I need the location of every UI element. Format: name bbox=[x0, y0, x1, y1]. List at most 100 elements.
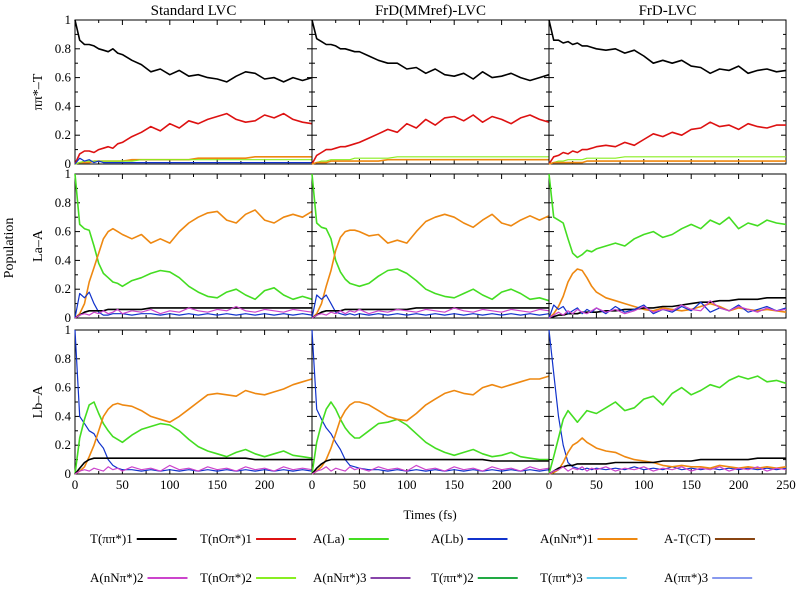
row-label: ππ*–T bbox=[31, 73, 46, 110]
series-line-Anp1 bbox=[311, 158, 549, 165]
legend-label: A(Lb) bbox=[431, 531, 464, 546]
x-tick-label: 0 bbox=[309, 477, 316, 492]
series-line-ALa bbox=[74, 173, 313, 301]
x-tick-label: 50 bbox=[116, 477, 129, 492]
y-tick-label: 0 bbox=[65, 156, 72, 171]
y-tick-label: 0 bbox=[65, 310, 72, 325]
column-title: FrD-LVC bbox=[639, 3, 697, 19]
panel-frame bbox=[74, 173, 313, 319]
x-tick-label: 200 bbox=[255, 477, 275, 492]
legend-label: A(ππ*)3 bbox=[664, 570, 708, 585]
legend-item-App3: A(ππ*)3 bbox=[664, 570, 753, 585]
panel-r2-c2 bbox=[548, 329, 787, 475]
series-line-Anp2 bbox=[74, 305, 313, 319]
legend-item-ALa: A(La) bbox=[313, 531, 389, 546]
legend-label: A(nNπ*)1 bbox=[540, 531, 594, 546]
series-line-ALb bbox=[74, 157, 312, 165]
series-line-Tpp1 bbox=[311, 307, 549, 319]
panel-r2-c0 bbox=[74, 329, 313, 475]
legend-label: A(nNπ*)3 bbox=[313, 570, 367, 585]
series-line-Tpp1 bbox=[311, 458, 549, 475]
column-title: Standard LVC bbox=[151, 3, 237, 19]
series-line-Anp2 bbox=[548, 466, 787, 475]
x-tick-label: 150 bbox=[681, 477, 701, 492]
series-line-ALa bbox=[311, 173, 550, 302]
series-line-Tnop2 bbox=[548, 156, 786, 165]
series-line-Anp1 bbox=[74, 209, 313, 319]
y-tick-label: 0.4 bbox=[55, 408, 72, 423]
y-tick-label: 0.8 bbox=[55, 351, 71, 366]
panel-frame bbox=[74, 19, 313, 165]
legend-item-Anp1: A(nNπ*)1 bbox=[540, 531, 638, 546]
x-tick-label: 150 bbox=[207, 477, 227, 492]
legend-label: T(ππ*)2 bbox=[431, 570, 474, 585]
series-line-ALa bbox=[311, 401, 549, 475]
legend-item-Tpp3: T(ππ*)3 bbox=[540, 570, 627, 585]
panel-frame bbox=[548, 173, 787, 319]
series-line-ALa bbox=[548, 375, 787, 475]
y-tick-label: 0.6 bbox=[55, 70, 72, 85]
legend-label: A(La) bbox=[313, 531, 345, 546]
series-line-ALb bbox=[548, 301, 787, 319]
x-tick-label: 0 bbox=[72, 477, 79, 492]
x-tick-label: 150 bbox=[444, 477, 464, 492]
series-line-Tpp1 bbox=[74, 457, 312, 475]
legend-label: A(nNπ*)2 bbox=[90, 570, 144, 585]
series-line-Anp2 bbox=[548, 300, 787, 319]
legend-item-Anp3: A(nNπ*)3 bbox=[313, 570, 411, 585]
y-tick-label: 0.8 bbox=[55, 41, 71, 56]
panel-r1-c0 bbox=[74, 173, 313, 319]
panel-r0-c2 bbox=[548, 19, 787, 165]
row-label: Lb–A bbox=[31, 385, 46, 419]
panel-r0-c1 bbox=[311, 19, 550, 165]
y-tick-label: 1 bbox=[65, 166, 72, 181]
y-tick-label: 0.2 bbox=[55, 437, 71, 452]
series-line-Anp1 bbox=[311, 375, 550, 475]
panel-r2-c1 bbox=[311, 329, 550, 475]
y-tick-label: 0.2 bbox=[55, 281, 71, 296]
series-line-ALb bbox=[311, 294, 550, 319]
y-tick-label: 0.2 bbox=[55, 127, 71, 142]
panel-frame bbox=[311, 173, 550, 319]
y-tick-label: 0.4 bbox=[55, 252, 72, 267]
legend-label: T(ππ*)3 bbox=[540, 570, 583, 585]
legend-item-Tnop2: T(nOπ*)2 bbox=[200, 570, 297, 585]
x-tick-label: 250 bbox=[776, 477, 796, 492]
panel-r0-c0 bbox=[74, 19, 313, 165]
series-line-Anp2 bbox=[311, 464, 550, 475]
series-line-Tpp1 bbox=[74, 307, 312, 319]
legend-label: T(nOπ*)1 bbox=[200, 531, 252, 546]
row-label: La–A bbox=[31, 229, 46, 262]
x-tick-label: 50 bbox=[353, 477, 366, 492]
x-tick-label: 100 bbox=[634, 477, 654, 492]
series-line-Tnop2 bbox=[311, 156, 549, 165]
y-tick-label: 0 bbox=[65, 466, 72, 481]
column-title: FrD(MMref)-LVC bbox=[375, 3, 486, 19]
series-line-ALb bbox=[548, 329, 787, 471]
y-tick-label: 1 bbox=[65, 322, 72, 337]
legend-item-Tnop1: T(nOπ*)1 bbox=[200, 531, 297, 546]
y-axis-title: Population bbox=[2, 218, 17, 279]
series-line-Tpp1 bbox=[548, 19, 787, 75]
legend-label: T(nOπ*)2 bbox=[200, 570, 252, 585]
series-line-Tnop1 bbox=[74, 112, 313, 165]
legend-item-Tpp2: T(ππ*)2 bbox=[431, 570, 518, 585]
x-tick-label: 100 bbox=[160, 477, 180, 492]
panel-frame bbox=[548, 19, 787, 165]
x-tick-label: 200 bbox=[492, 477, 512, 492]
y-tick-label: 0.6 bbox=[55, 380, 72, 395]
legend-label: T(ππ*)1 bbox=[90, 531, 133, 546]
panel-frame bbox=[311, 19, 550, 165]
y-tick-label: 1 bbox=[65, 12, 72, 27]
series-line-Anp1 bbox=[74, 378, 313, 475]
x-tick-label: 0 bbox=[546, 477, 553, 492]
x-axis-title: Times (fs) bbox=[403, 507, 456, 522]
series-line-Anp2 bbox=[311, 307, 550, 319]
y-tick-label: 0.8 bbox=[55, 195, 71, 210]
series-line-Tpp1 bbox=[548, 457, 786, 475]
x-tick-label: 200 bbox=[729, 477, 749, 492]
legend-label: A-T(CT) bbox=[664, 531, 711, 546]
legend-item-Anp2: A(nNπ*)2 bbox=[90, 570, 188, 585]
series-line-ALb bbox=[74, 291, 313, 319]
